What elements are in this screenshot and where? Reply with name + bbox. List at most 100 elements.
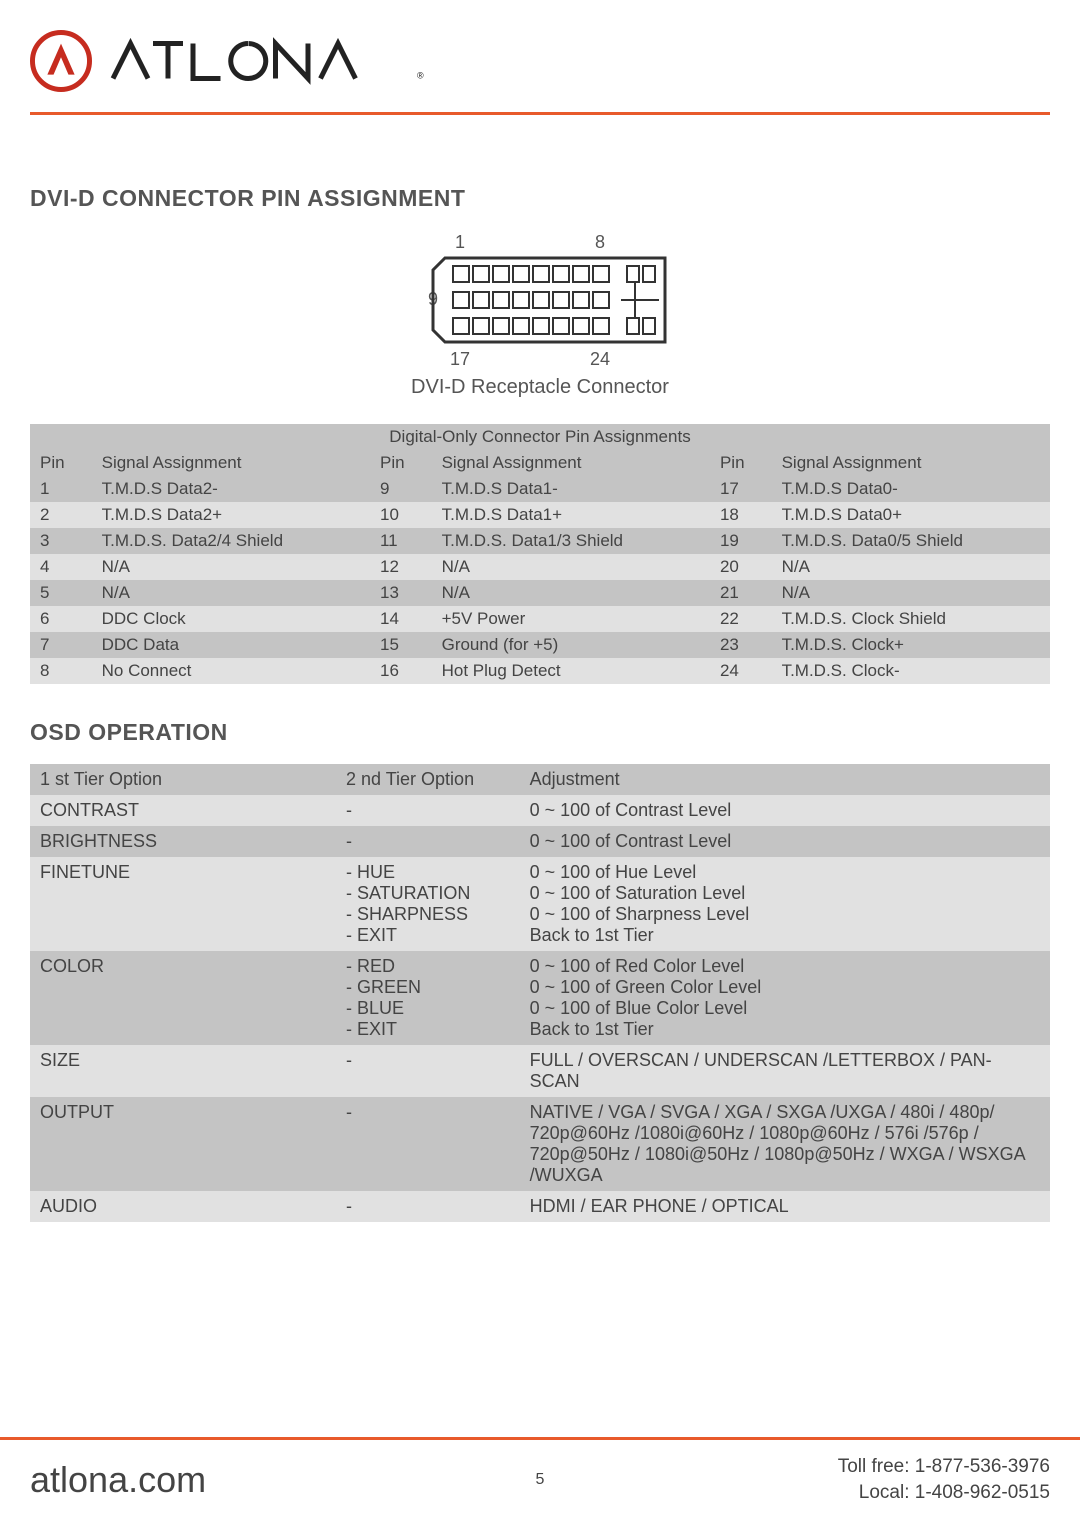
- pin-table-cell: N/A: [772, 580, 1050, 606]
- osd-table-row: AUDIO-HDMI / EAR PHONE / OPTICAL: [30, 1191, 1050, 1222]
- svg-text:®: ®: [417, 71, 425, 81]
- diagram-label-1: 1: [455, 232, 465, 252]
- pin-table-cell: N/A: [432, 554, 710, 580]
- pin-table-cell: 13: [370, 580, 432, 606]
- pin-table-cell: DDC Clock: [92, 606, 370, 632]
- section-title-osd: OSD OPERATION: [30, 719, 1050, 746]
- pin-table-cell: T.M.D.S. Clock-: [772, 658, 1050, 684]
- pin-table-cell: 1: [30, 476, 92, 502]
- osd-table-cell: 0 ~ 100 of Contrast Level: [520, 826, 1050, 857]
- osd-table-cell: COLOR: [30, 951, 336, 1045]
- osd-table-cell: HDMI / EAR PHONE / OPTICAL: [520, 1191, 1050, 1222]
- pin-table-cell: 18: [710, 502, 772, 528]
- header-divider: [30, 112, 1050, 115]
- pin-table-cell: 24: [710, 658, 772, 684]
- osd-table-cell: - RED- GREEN- BLUE- EXIT: [336, 951, 520, 1045]
- pin-table-cell: T.M.D.S Data1-: [432, 476, 710, 502]
- osd-table-cell: - HUE- SATURATION- SHARPNESS- EXIT: [336, 857, 520, 951]
- pin-table-cell: 12: [370, 554, 432, 580]
- pin-table-cell: 15: [370, 632, 432, 658]
- pin-table-cell: 21: [710, 580, 772, 606]
- pin-table-cell: T.M.D.S. Data2/4 Shield: [92, 528, 370, 554]
- pin-table-cell: 23: [710, 632, 772, 658]
- pin-table-cell: 22: [710, 606, 772, 632]
- brand-wordmark: ®: [108, 36, 428, 86]
- pin-table-cell: T.M.D.S Data1+: [432, 502, 710, 528]
- pin-table-header-cell: Signal Assignment: [432, 450, 710, 476]
- pin-table-caption: Digital-Only Connector Pin Assignments: [30, 424, 1050, 450]
- osd-table-cell: -: [336, 795, 520, 826]
- osd-table-cell: -: [336, 1045, 520, 1097]
- connector-diagram: 1 8 9 17 24 DVI-D Receptacle Conn: [30, 230, 1050, 399]
- pin-table-row: 7DDC Data15Ground (for +5)23T.M.D.S. Clo…: [30, 632, 1050, 658]
- pin-table-cell: T.M.D.S. Data1/3 Shield: [432, 528, 710, 554]
- osd-table-cell: CONTRAST: [30, 795, 336, 826]
- pin-table-cell: No Connect: [92, 658, 370, 684]
- osd-table-cell: -: [336, 1191, 520, 1222]
- pin-table-cell: T.M.D.S Data0-: [772, 476, 1050, 502]
- pin-table-cell: 2: [30, 502, 92, 528]
- brand-logo-icon: [30, 30, 92, 92]
- pin-table-cell: T.M.D.S. Clock Shield: [772, 606, 1050, 632]
- osd-table-cell: 0 ~ 100 of Red Color Level0 ~ 100 of Gre…: [520, 951, 1050, 1045]
- pin-table-cell: T.M.D.S. Data0/5 Shield: [772, 528, 1050, 554]
- pin-table-cell: T.M.D.S Data0+: [772, 502, 1050, 528]
- pin-table-cell: N/A: [92, 554, 370, 580]
- osd-table-header-cell: 1 st Tier Option: [30, 764, 336, 795]
- pin-table-cell: N/A: [772, 554, 1050, 580]
- pin-table-cell: 7: [30, 632, 92, 658]
- footer-website: atlona.com: [30, 1459, 206, 1501]
- pin-table-cell: 20: [710, 554, 772, 580]
- pin-table-row: 8No Connect16Hot Plug Detect24T.M.D.S. C…: [30, 658, 1050, 684]
- osd-table-cell: OUTPUT: [30, 1097, 336, 1191]
- pin-table-cell: T.M.D.S Data2-: [92, 476, 370, 502]
- pin-table-cell: 8: [30, 658, 92, 684]
- diagram-label-8: 8: [595, 232, 605, 252]
- pin-table-header-cell: Pin: [710, 450, 772, 476]
- osd-table-cell: 0 ~ 100 of Hue Level0 ~ 100 of Saturatio…: [520, 857, 1050, 951]
- pin-table-row: 2T.M.D.S Data2+10T.M.D.S Data1+18T.M.D.S…: [30, 502, 1050, 528]
- osd-table-row: CONTRAST-0 ~ 100 of Contrast Level: [30, 795, 1050, 826]
- osd-table-header-cell: Adjustment: [520, 764, 1050, 795]
- pin-table-cell: 10: [370, 502, 432, 528]
- pin-table-header-cell: Pin: [30, 450, 92, 476]
- osd-table-cell: FULL / OVERSCAN / UNDERSCAN /LETTERBOX /…: [520, 1045, 1050, 1097]
- footer-page-number: 5: [536, 1471, 545, 1489]
- osd-table-cell: NATIVE / VGA / SVGA / XGA / SXGA /UXGA /…: [520, 1097, 1050, 1191]
- pin-table-header-cell: Pin: [370, 450, 432, 476]
- pin-table-cell: Hot Plug Detect: [432, 658, 710, 684]
- osd-table-cell: AUDIO: [30, 1191, 336, 1222]
- footer-contact: Toll free: 1-877-536-3976 Local: 1-408-9…: [838, 1454, 1050, 1507]
- pin-table-row: 1T.M.D.S Data2-9T.M.D.S Data1-17T.M.D.S …: [30, 476, 1050, 502]
- pin-assignment-table: Digital-Only Connector Pin AssignmentsPi…: [30, 424, 1050, 684]
- pin-table-cell: N/A: [432, 580, 710, 606]
- pin-table-cell: 9: [370, 476, 432, 502]
- pin-table-cell: 14: [370, 606, 432, 632]
- osd-table-header-cell: 2 nd Tier Option: [336, 764, 520, 795]
- pin-table-cell: 6: [30, 606, 92, 632]
- osd-table-cell: SIZE: [30, 1045, 336, 1097]
- pin-table-cell: 4: [30, 554, 92, 580]
- pin-table-cell: 17: [710, 476, 772, 502]
- pin-table-row: 3T.M.D.S. Data2/4 Shield11T.M.D.S. Data1…: [30, 528, 1050, 554]
- pin-table-cell: 5: [30, 580, 92, 606]
- osd-operation-table: 1 st Tier Option2 nd Tier OptionAdjustme…: [30, 764, 1050, 1222]
- pin-table-cell: 16: [370, 658, 432, 684]
- pin-table-header-cell: Signal Assignment: [772, 450, 1050, 476]
- pin-table-cell: T.M.D.S Data2+: [92, 502, 370, 528]
- pin-table-cell: 19: [710, 528, 772, 554]
- pin-table-cell: T.M.D.S. Clock+: [772, 632, 1050, 658]
- pin-table-cell: Ground (for +5): [432, 632, 710, 658]
- osd-table-row: BRIGHTNESS-0 ~ 100 of Contrast Level: [30, 826, 1050, 857]
- osd-table-row: COLOR- RED- GREEN- BLUE- EXIT0 ~ 100 of …: [30, 951, 1050, 1045]
- pin-table-cell: 3: [30, 528, 92, 554]
- pin-table-cell: N/A: [92, 580, 370, 606]
- osd-table-cell: -: [336, 1097, 520, 1191]
- footer-tollfree: Toll free: 1-877-536-3976: [838, 1454, 1050, 1481]
- osd-table-cell: 0 ~ 100 of Contrast Level: [520, 795, 1050, 826]
- brand-header: ®: [30, 30, 1050, 112]
- footer-local: Local: 1-408-962-0515: [838, 1480, 1050, 1507]
- osd-table-cell: FINETUNE: [30, 857, 336, 951]
- connector-caption: DVI-D Receptacle Connector: [411, 376, 669, 399]
- page-footer: atlona.com 5 Toll free: 1-877-536-3976 L…: [0, 1437, 1080, 1527]
